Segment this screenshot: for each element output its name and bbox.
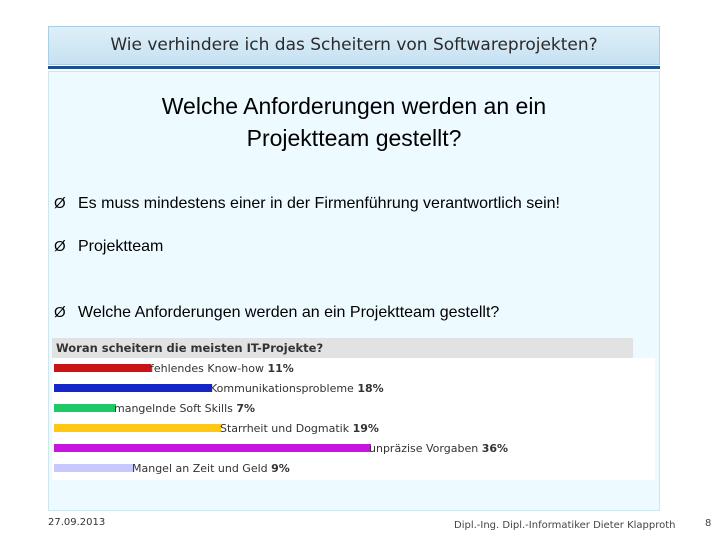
it-projects-chart: Woran scheitern die meisten IT-Projekte?… [52, 338, 655, 480]
chart-plot-area: fehlendes Know-how 11% Kommunikationsprob… [52, 358, 655, 480]
chart-bar-label: mangelnde Soft Skills 7% [114, 402, 255, 415]
bullet-item: Ø Projektteam [54, 238, 163, 256]
bullet-item: Ø Es muss mindestens einer in der Firmenf… [54, 195, 560, 213]
bullet-text: Es muss mindestens einer in der Firmenfü… [78, 195, 560, 212]
chart-title-bar: Woran scheitern die meisten IT-Projekte? [52, 338, 633, 358]
bullet-arrow-icon: Ø [54, 238, 66, 255]
bullet-arrow-icon: Ø [54, 195, 66, 212]
bar-category-label: mangelnde Soft Skills [114, 402, 237, 415]
footer-date: 27.09.2013 [48, 517, 106, 528]
chart-bar [54, 404, 116, 412]
slide-header: Wie verhindere ich das Scheitern von Sof… [48, 26, 660, 65]
header-underline [48, 66, 660, 69]
bar-value-label: 11% [267, 362, 294, 375]
bar-category-label: Starrheit und Dogmatik [220, 422, 353, 435]
heading-line-1: Welche Anforderungen werden an ein [161, 93, 547, 119]
bullet-item: Ø Welche Anforderungen werden an ein Proj… [54, 304, 499, 322]
bar-value-label: 18% [357, 382, 384, 395]
heading-line-2: Projektteam gestellt? [246, 125, 462, 151]
slide-heading: Welche Anforderungen werden an ein Proje… [48, 90, 660, 154]
bar-category-label: Kommunikationsprobleme [210, 382, 358, 395]
footer-author: Dipl.-Ing. Dipl.-Informatiker Dieter Kla… [454, 520, 676, 531]
bar-value-label: 7% [236, 402, 256, 415]
chart-bar-label: fehlendes Know-how 11% [150, 362, 294, 375]
chart-bar-label: Mangel an Zeit und Geld 9% [132, 462, 290, 475]
chart-bar-label: unpräzise Vorgaben 36% [369, 442, 508, 455]
bar-category-label: fehlendes Know-how [150, 362, 268, 375]
bar-category-label: unpräzise Vorgaben [369, 442, 482, 455]
bullet-text: Projektteam [78, 238, 164, 255]
chart-bar [54, 444, 371, 452]
chart-bar-label: Starrheit und Dogmatik 19% [220, 422, 379, 435]
chart-bar-label: Kommunikationsprobleme 18% [210, 382, 384, 395]
chart-bar [54, 364, 151, 372]
bar-value-label: 19% [352, 422, 379, 435]
bullet-arrow-icon: Ø [54, 304, 66, 321]
chart-bar [54, 384, 212, 392]
bar-category-label: Mangel an Zeit und Geld [132, 462, 272, 475]
page-number: 8 [705, 518, 712, 529]
bar-value-label: 9% [271, 462, 290, 475]
slide-title: Wie verhindere ich das Scheitern von Sof… [110, 35, 598, 55]
chart-bar [54, 464, 133, 472]
bar-value-label: 36% [481, 442, 509, 455]
chart-bar [54, 424, 221, 432]
chart-title: Woran scheitern die meisten IT-Projekte? [56, 341, 324, 355]
bullet-text: Welche Anforderungen werden an ein Proje… [78, 304, 500, 321]
